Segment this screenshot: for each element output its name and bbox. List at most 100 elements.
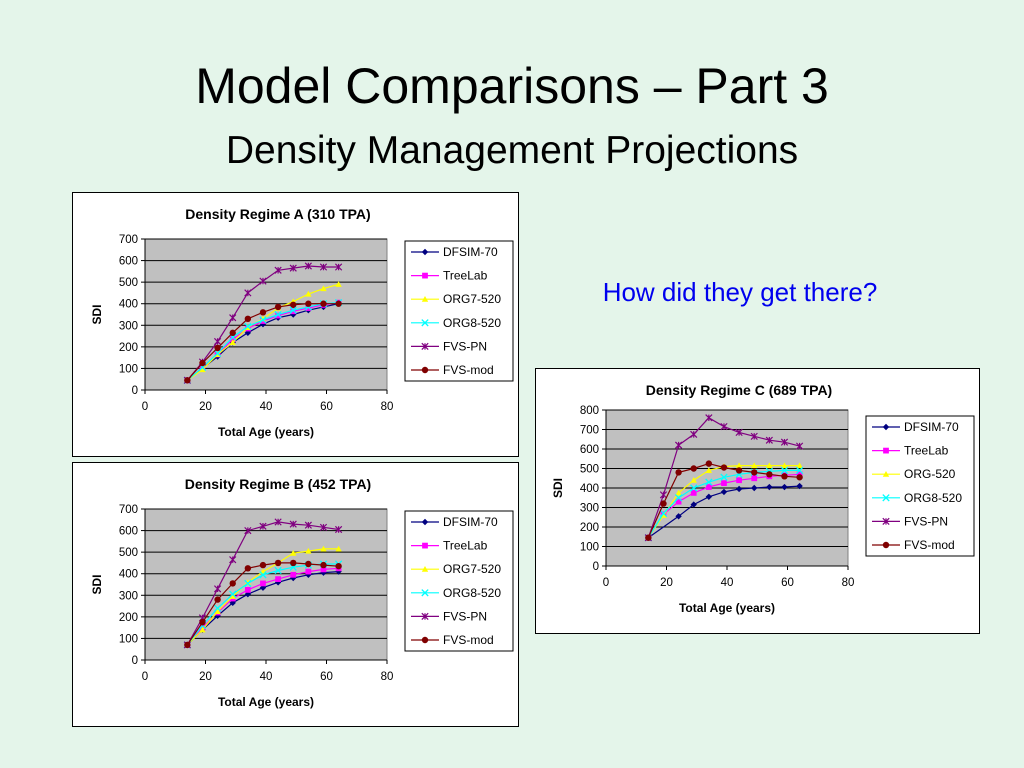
chart-svg: Density Regime C (689 TPA)01002003004005… (551, 382, 975, 615)
data-point (780, 466, 789, 475)
data-point (289, 306, 297, 314)
data-point (274, 310, 282, 319)
data-point (244, 289, 252, 297)
data-point (736, 477, 742, 484)
y-tick-label: 300 (119, 320, 138, 332)
data-point (690, 489, 697, 496)
data-point (780, 438, 789, 446)
x-tick-label: 20 (660, 577, 673, 589)
x-axis-label: Total Age (years) (218, 695, 314, 709)
legend-marker (882, 471, 890, 477)
data-point (735, 428, 743, 437)
legend-item-org8-520: ORG8-520 (411, 316, 501, 330)
data-point (796, 462, 803, 469)
legend-item-org-520: ORG-520 (872, 467, 956, 481)
y-tick-label: 600 (580, 444, 599, 456)
data-point (675, 469, 682, 476)
x-tick-label: 20 (199, 671, 212, 683)
legend-item-dfsim-70: DFSIM-70 (411, 515, 498, 529)
legend-item-fvs-mod: FVS-mod (872, 538, 955, 552)
y-axis-label: SDI (551, 478, 565, 498)
data-point (259, 316, 267, 324)
data-point (751, 462, 758, 469)
slide-subtitle: Density Management Projections (225, 129, 799, 172)
legend-marker (421, 342, 429, 351)
legend: DFSIM-70 TreeLab ORG7-520 ORG8-520 FVS-PN FVS… (404, 510, 514, 652)
legend-marker (421, 612, 429, 621)
legend-label: ORG8-520 (443, 316, 501, 330)
legend-label: ORG8-520 (443, 586, 501, 600)
data-point (334, 525, 343, 534)
data-point (675, 489, 682, 496)
data-point (199, 619, 206, 626)
legend-marker (421, 566, 429, 572)
data-point (735, 467, 743, 474)
data-point (305, 547, 312, 554)
data-point (214, 608, 221, 615)
data-point (229, 593, 236, 599)
y-tick-label: 700 (580, 425, 599, 437)
data-point (659, 509, 668, 518)
series-fvs-mod (184, 559, 342, 649)
legend: DFSIM-70 TreeLab ORG7-520 ORG8-520 FVS-PN FVS… (404, 240, 514, 382)
x-tick-label: 40 (721, 577, 734, 589)
x-tick-label: 0 (142, 401, 148, 413)
y-tick-label: 0 (132, 385, 138, 397)
legend-label: FVS-mod (904, 538, 955, 552)
y-tick-label: 800 (580, 405, 599, 417)
series-fvs-mod (645, 460, 803, 541)
x-axis-label: Total Age (years) (679, 601, 775, 615)
data-point (335, 568, 342, 575)
data-point (274, 559, 282, 567)
x-tick-label: 60 (320, 671, 333, 683)
data-point (290, 308, 297, 315)
data-point (320, 561, 327, 569)
data-point (766, 462, 773, 469)
legend-item-treelab: TreeLab (872, 444, 949, 458)
legend-label: ORG8-520 (904, 491, 962, 505)
data-point (229, 339, 236, 346)
data-point (199, 359, 206, 367)
data-point (705, 414, 713, 422)
legend-label: TreeLab (904, 444, 949, 458)
data-point (320, 285, 327, 292)
legend-item-fvs-pn: FVS-PN (411, 609, 487, 623)
legend-item-org8-520: ORG8-520 (411, 586, 501, 600)
data-point (290, 301, 297, 308)
data-point (766, 471, 773, 478)
data-point (690, 430, 698, 438)
chart-title: Density Regime B (452 TPA) (185, 476, 371, 492)
data-point (781, 462, 788, 469)
data-point (274, 518, 282, 526)
plot-area (144, 238, 388, 391)
data-point (274, 566, 282, 575)
data-point (184, 377, 191, 384)
data-point (320, 545, 327, 552)
y-axis-label: SDI (90, 574, 104, 594)
y-tick-label: 500 (119, 547, 138, 559)
y-tick-label: 100 (580, 542, 599, 554)
legend-marker (882, 541, 890, 549)
data-point (335, 281, 342, 287)
legend-item-org8-520: ORG8-520 (872, 491, 962, 505)
series-fvs-mod (184, 300, 342, 384)
legend-label: FVS-PN (443, 609, 487, 623)
x-tick-label: 60 (781, 577, 794, 589)
legend-item-org7-520: ORG7-520 (411, 562, 501, 576)
legend-label: FVS-mod (443, 363, 494, 377)
legend-item-org7-520: ORG7-520 (411, 292, 501, 306)
chart-svg: Density Regime A (310 TPA)01002003004005… (90, 206, 514, 439)
data-point (214, 596, 221, 603)
data-point (320, 300, 327, 307)
legend-marker (421, 296, 429, 302)
data-point (335, 562, 342, 570)
data-point (259, 309, 267, 316)
data-point (290, 571, 297, 578)
data-point (705, 467, 713, 474)
legend-marker (422, 272, 428, 279)
y-tick-label: 100 (119, 363, 138, 375)
legend-label: FVS-PN (904, 514, 948, 528)
legend-label: DFSIM-70 (443, 245, 498, 259)
data-point (705, 478, 713, 486)
data-point (720, 473, 728, 481)
